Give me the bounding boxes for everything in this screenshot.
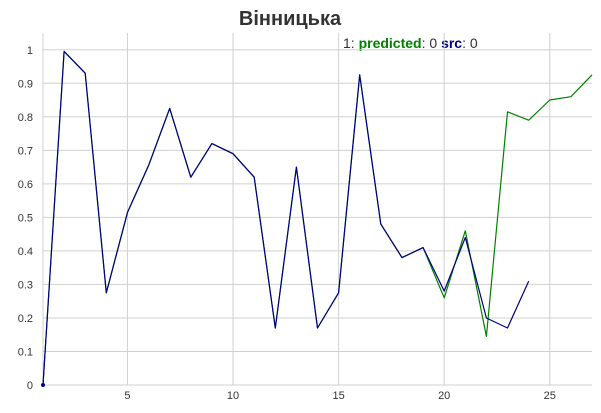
y-axis-ticks: 0 0.1 0.2 0.3 0.4 0.5 0.6 0.7 0.8 0.9 1 [18,45,33,392]
x-tick-label: 10 [227,390,239,402]
y-tick-label: 0.1 [18,346,33,358]
grid [42,33,592,386]
legend-predicted-label: predicted [358,35,422,51]
legend-sep-1: : [421,35,426,51]
y-tick-label: 0 [27,380,33,392]
x-tick-label: 15 [332,390,344,402]
chart-title: Вінницька [238,8,342,30]
y-tick-label: 0.9 [18,78,33,90]
y-tick-label: 0.3 [18,279,33,291]
series-lines [41,50,593,387]
legend-src-value: 0 [469,35,478,51]
x-tick-label: 20 [438,390,450,402]
y-tick-label: 0.6 [18,179,33,191]
legend-src-label: src [441,35,463,51]
x-axis-ticks: 5 10 15 20 25 [124,390,555,402]
series-line-predicted [42,50,593,386]
legend-prefix: 1: [343,35,355,51]
y-tick-label: 0.8 [18,112,33,124]
series-line-src [42,50,530,386]
x-tick-label: 25 [544,390,556,402]
legend-sep-2: : [462,35,466,51]
y-tick-label: 0.7 [18,145,33,157]
y-tick-label: 0.5 [18,212,33,224]
y-tick-label: 0.2 [18,313,33,325]
legend-predicted-value: 0 [429,35,438,51]
x-tick-label: 5 [124,390,130,402]
y-tick-label: 0.4 [18,246,33,258]
data-point-origin [41,383,45,387]
y-tick-label: 1 [27,45,33,57]
legend: 1: predicted: 0 src: 0 [343,35,478,51]
